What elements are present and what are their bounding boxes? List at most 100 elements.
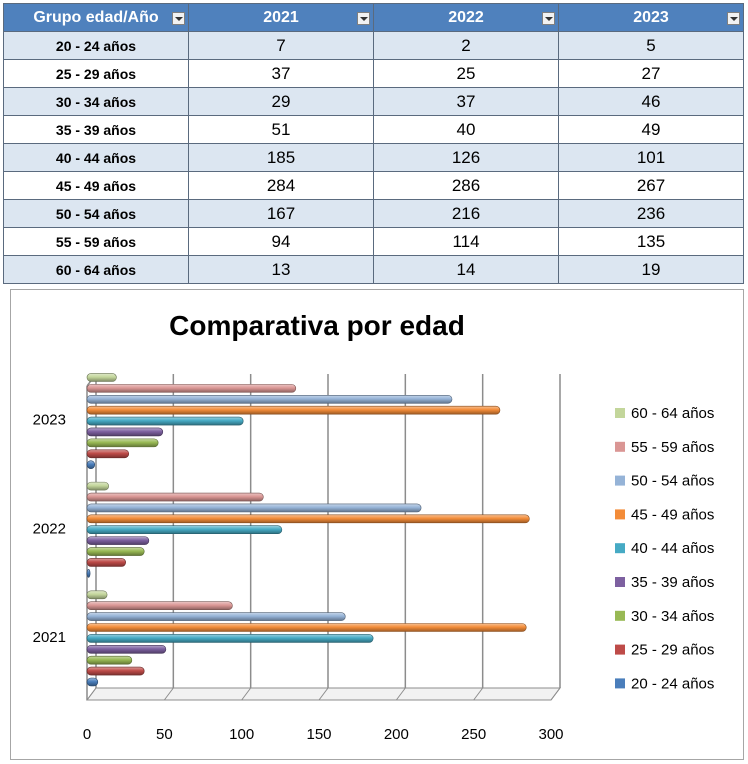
legend-swatch [615, 475, 625, 486]
bar[interactable]: 50 - 54 años 2022: 216 [86, 503, 422, 513]
legend-item[interactable]: 35 - 39 años [615, 574, 714, 591]
filter-dropdown-icon[interactable] [727, 12, 740, 25]
bar[interactable]: 55 - 59 años 2022: 114 [86, 492, 264, 502]
filter-dropdown-icon[interactable] [172, 12, 185, 25]
table-cell[interactable]: 35 - 39 años [3, 115, 189, 144]
bar[interactable]: 30 - 34 años 2023: 46 [86, 438, 159, 448]
bar[interactable]: 50 - 54 años 2023: 236 [86, 394, 453, 404]
table-row: 60 - 64 años 13 14 19 [3, 255, 744, 284]
bar[interactable]: 35 - 39 años 2021: 51 [86, 644, 167, 654]
bar[interactable]: 40 - 44 años 2022: 126 [86, 525, 283, 535]
legend-item[interactable]: 55 - 59 años [615, 439, 714, 456]
legend-swatch [615, 678, 625, 689]
chart-container[interactable]: Comparativa por edad 20 - 24 años 2021: … [10, 289, 744, 760]
table-cell[interactable]: 40 - 44 años [3, 143, 189, 172]
x-tick-label: 50 [156, 726, 173, 743]
bar[interactable]: 60 - 64 años 2023: 19 [86, 373, 117, 382]
bar[interactable]: 20 - 24 años 2022: 2 [86, 569, 91, 578]
table-cell[interactable]: 94 [188, 227, 374, 256]
table-cell[interactable]: 37 [188, 59, 374, 88]
legend-item[interactable]: 20 - 24 años [615, 675, 714, 692]
table-cell[interactable]: 25 - 29 años [3, 59, 189, 88]
table-cell[interactable]: 185 [188, 143, 374, 172]
legend-label: 45 - 49 años [631, 506, 714, 523]
legend-item[interactable]: 50 - 54 años [615, 473, 714, 490]
table-cell[interactable]: 13 [188, 255, 374, 284]
table-cell[interactable]: 284 [188, 171, 374, 200]
table-cell[interactable]: 25 [373, 59, 559, 88]
header-2023[interactable]: 2023 [558, 3, 744, 32]
table-cell[interactable]: 167 [188, 199, 374, 228]
header-2022[interactable]: 2022 [373, 3, 559, 32]
bar[interactable]: 35 - 39 años 2023: 49 [86, 427, 164, 437]
table-cell[interactable]: 114 [373, 227, 559, 256]
bar[interactable]: 20 - 24 años 2021: 7 [86, 677, 99, 687]
table-cell[interactable]: 60 - 64 años [3, 255, 189, 284]
filter-dropdown-icon[interactable] [542, 12, 555, 25]
legend-swatch [615, 577, 625, 587]
table-cell[interactable]: 20 - 24 años [3, 31, 189, 60]
bar[interactable]: 30 - 34 años 2022: 37 [86, 547, 145, 556]
table-cell[interactable]: 135 [558, 227, 744, 256]
bar[interactable]: 35 - 39 años 2022: 40 [86, 536, 150, 545]
table-cell[interactable]: 49 [558, 115, 744, 144]
bar[interactable]: 55 - 59 años 2023: 135 [86, 384, 297, 393]
header-grupo-edad[interactable]: Grupo edad/Año [3, 3, 189, 32]
bar[interactable]: 60 - 64 años 2021: 13 [86, 590, 108, 600]
gridline-floor [318, 687, 329, 701]
table-cell[interactable]: 19 [558, 255, 744, 284]
table-cell[interactable]: 30 - 34 años [3, 87, 189, 116]
table-cell[interactable]: 50 - 54 años [3, 199, 189, 228]
table-cell[interactable]: 46 [558, 87, 744, 116]
legend-item[interactable]: 25 - 29 años [615, 642, 714, 659]
bar[interactable]: 50 - 54 años 2021: 167 [86, 612, 346, 621]
bar[interactable]: 40 - 44 años 2021: 185 [86, 634, 374, 643]
table-cell[interactable]: 45 - 49 años [3, 171, 189, 200]
table-header-row: Grupo edad/Año 2021 2022 2023 [3, 3, 744, 32]
table-cell[interactable]: 286 [373, 171, 559, 200]
gridline-floor [473, 687, 484, 701]
bar[interactable]: 30 - 34 años 2021: 29 [86, 655, 133, 665]
table-row: 45 - 49 años 284 286 267 [3, 171, 744, 200]
table-cell[interactable]: 55 - 59 años [3, 227, 189, 256]
header-2021[interactable]: 2021 [188, 3, 374, 32]
table-cell[interactable]: 126 [373, 143, 559, 172]
bar[interactable]: 20 - 24 años 2023: 5 [86, 460, 96, 469]
table-cell[interactable]: 14 [373, 255, 559, 284]
x-tick-label: 200 [384, 726, 409, 743]
bar[interactable]: 25 - 29 años 2021: 37 [86, 666, 145, 676]
legend-item[interactable]: 45 - 49 años [615, 506, 714, 523]
data-table: Grupo edad/Año 2021 2022 2023 20 - 24 añ… [3, 3, 744, 284]
legend-swatch [615, 509, 625, 520]
table-cell[interactable]: 7 [188, 31, 374, 60]
filter-dropdown-icon[interactable] [357, 12, 370, 25]
legend-item[interactable]: 30 - 34 años [615, 608, 714, 625]
bar-group-2022: 20 - 24 años 2022: 2 25 - 29 años 2022: 2… [86, 481, 530, 578]
table-cell[interactable]: 101 [558, 143, 744, 172]
bar[interactable]: 55 - 59 años 2021: 94 [86, 601, 233, 611]
legend-swatch [615, 610, 625, 621]
bar[interactable]: 40 - 44 años 2023: 101 [86, 416, 244, 426]
legend-item[interactable]: 60 - 64 años [615, 405, 714, 422]
bar[interactable]: 45 - 49 años 2023: 267 [86, 405, 501, 415]
table-cell[interactable]: 267 [558, 171, 744, 200]
bar[interactable]: 60 - 64 años 2022: 14 [86, 481, 109, 491]
table-cell[interactable]: 40 [373, 115, 559, 144]
legend-label: 25 - 29 años [631, 642, 714, 659]
table-cell[interactable]: 236 [558, 199, 744, 228]
bar[interactable]: 25 - 29 años 2022: 25 [86, 558, 126, 567]
bar[interactable]: 25 - 29 años 2023: 27 [86, 449, 130, 459]
category-label: 2021 [33, 629, 66, 646]
legend-label: 55 - 59 años [631, 439, 714, 456]
table-cell[interactable]: 216 [373, 199, 559, 228]
bar[interactable]: 45 - 49 años 2022: 286 [86, 514, 530, 524]
table-cell[interactable]: 2 [373, 31, 559, 60]
table-cell[interactable]: 29 [188, 87, 374, 116]
table-cell[interactable]: 5 [558, 31, 744, 60]
header-label: 2021 [263, 8, 299, 26]
table-cell[interactable]: 27 [558, 59, 744, 88]
legend-item[interactable]: 40 - 44 años [615, 540, 714, 557]
table-cell[interactable]: 51 [188, 115, 374, 144]
table-cell[interactable]: 37 [373, 87, 559, 116]
bar[interactable]: 45 - 49 años 2021: 284 [86, 623, 527, 632]
